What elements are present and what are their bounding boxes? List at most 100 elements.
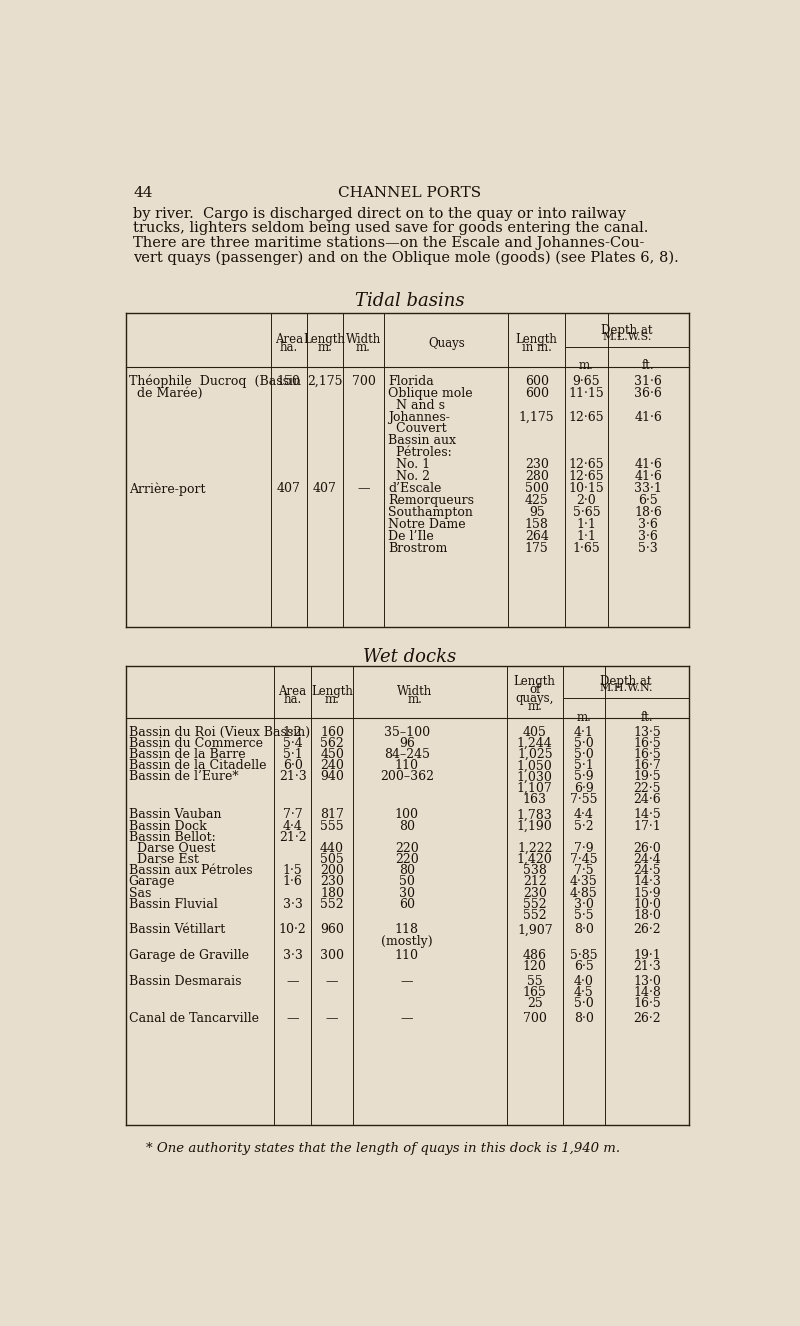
Text: 21·3: 21·3 (278, 770, 306, 784)
Text: 7·5: 7·5 (574, 865, 594, 878)
Text: 7·7: 7·7 (282, 809, 302, 822)
Text: m.: m. (356, 341, 371, 354)
Text: 12·65: 12·65 (569, 411, 604, 423)
Text: —: — (326, 1012, 338, 1025)
Text: 10·15: 10·15 (569, 483, 604, 495)
Text: m.: m. (407, 692, 422, 705)
Text: 1,175: 1,175 (519, 411, 554, 423)
Text: Bassin Vauban: Bassin Vauban (129, 809, 221, 822)
Text: Pétroles:: Pétroles: (388, 447, 452, 459)
Text: 14·8: 14·8 (634, 987, 661, 998)
Text: 21·2: 21·2 (278, 831, 306, 843)
Text: (mostly): (mostly) (381, 935, 433, 948)
Text: M.H.W.N.: M.H.W.N. (599, 683, 653, 693)
Text: 18·0: 18·0 (634, 908, 661, 922)
Text: 8·0: 8·0 (574, 923, 594, 936)
Text: 6·5: 6·5 (638, 495, 658, 507)
Text: by river.  Cargo is discharged direct on to the quay or into railway: by river. Cargo is discharged direct on … (134, 207, 626, 221)
Text: 26·2: 26·2 (634, 1012, 661, 1025)
Text: 538: 538 (523, 865, 546, 878)
Text: 212: 212 (523, 875, 546, 888)
Text: Length: Length (304, 333, 346, 346)
Text: 44: 44 (134, 186, 153, 200)
Text: Florida: Florida (388, 375, 434, 387)
Text: 505: 505 (320, 853, 344, 866)
Text: 118: 118 (395, 923, 419, 936)
Text: 1,190: 1,190 (517, 819, 553, 833)
Text: 22·5: 22·5 (634, 781, 661, 794)
Text: 5·9: 5·9 (574, 770, 594, 784)
Text: 200–362: 200–362 (380, 770, 434, 784)
Text: 5·65: 5·65 (573, 507, 600, 518)
Text: Width: Width (346, 333, 381, 346)
Text: ha.: ha. (283, 692, 302, 705)
Text: Johannes-: Johannes- (388, 411, 450, 423)
Text: Bassin Desmarais: Bassin Desmarais (129, 975, 241, 988)
Text: de Marée): de Marée) (129, 387, 202, 399)
Text: Théophile  Ducroq  (Bassin: Théophile Ducroq (Bassin (129, 375, 301, 389)
Text: 1·5: 1·5 (282, 865, 302, 878)
Text: 7·9: 7·9 (574, 842, 594, 855)
Text: 5·5: 5·5 (574, 908, 594, 922)
Text: —: — (401, 975, 413, 988)
Text: M.L.W.S.: M.L.W.S. (602, 333, 652, 342)
Text: Depth at: Depth at (600, 675, 651, 688)
Text: 165: 165 (523, 987, 546, 998)
Text: Remorqueurs: Remorqueurs (388, 495, 474, 507)
Text: 405: 405 (523, 725, 546, 739)
Text: Bassin de la Barre: Bassin de la Barre (129, 748, 246, 761)
Text: 19·5: 19·5 (634, 770, 661, 784)
Text: 24·4: 24·4 (634, 853, 661, 866)
Text: Quays: Quays (428, 337, 465, 350)
Text: vert quays (passenger) and on the Oblique mole (goods) (see Plates 6, 8).: vert quays (passenger) and on the Obliqu… (134, 251, 679, 265)
Text: Canal de Tancarville: Canal de Tancarville (129, 1012, 258, 1025)
Text: 15·9: 15·9 (634, 887, 661, 899)
Text: m.: m. (579, 359, 594, 373)
Text: 5·0: 5·0 (574, 748, 594, 761)
Text: 220: 220 (395, 853, 418, 866)
Text: 80: 80 (399, 865, 415, 878)
Text: m.: m. (325, 692, 339, 705)
Text: 4·4: 4·4 (574, 809, 594, 822)
Text: 35–100: 35–100 (384, 725, 430, 739)
Text: 13·0: 13·0 (634, 975, 661, 988)
Text: ha.: ha. (279, 341, 298, 354)
Text: 2,175: 2,175 (307, 375, 342, 387)
Text: 80: 80 (399, 819, 415, 833)
Text: 158: 158 (525, 518, 549, 530)
Text: 110: 110 (395, 949, 419, 963)
Text: Bassin du Roi (Vieux Bassin): Bassin du Roi (Vieux Bassin) (129, 725, 310, 739)
Text: 10·2: 10·2 (278, 923, 306, 936)
Text: 175: 175 (525, 542, 549, 554)
Text: 16·7: 16·7 (634, 760, 661, 772)
Text: 4·35: 4·35 (570, 875, 598, 888)
Text: ft.: ft. (642, 359, 654, 373)
Text: 2·0: 2·0 (577, 495, 596, 507)
Text: 6·0: 6·0 (282, 760, 302, 772)
Text: quays,: quays, (515, 692, 554, 705)
Text: 7·55: 7·55 (570, 793, 598, 806)
Text: 407: 407 (313, 483, 337, 495)
Text: 110: 110 (395, 760, 419, 772)
Text: 1·2: 1·2 (282, 725, 302, 739)
Text: 10·0: 10·0 (634, 898, 661, 911)
Text: Depth at: Depth at (602, 324, 653, 337)
Text: Length: Length (311, 686, 353, 697)
Text: 1,025: 1,025 (517, 748, 553, 761)
Text: Wet docks: Wet docks (363, 648, 457, 666)
Text: 50: 50 (399, 875, 415, 888)
Text: 240: 240 (320, 760, 344, 772)
Text: 300: 300 (320, 949, 344, 963)
Text: 500: 500 (525, 483, 549, 495)
Text: 19·1: 19·1 (634, 949, 661, 963)
Text: 41·6: 41·6 (634, 459, 662, 471)
Text: 6·5: 6·5 (574, 960, 594, 973)
Text: 220: 220 (395, 842, 418, 855)
Text: Length: Length (514, 675, 556, 688)
Text: 4·85: 4·85 (570, 887, 598, 899)
Text: 17·1: 17·1 (634, 819, 661, 833)
Text: De l’Ile: De l’Ile (388, 530, 434, 542)
Text: N and s: N and s (388, 399, 446, 411)
Text: Bassin aux Pétroles: Bassin aux Pétroles (129, 865, 252, 878)
Text: d’Escale: d’Escale (388, 483, 442, 495)
